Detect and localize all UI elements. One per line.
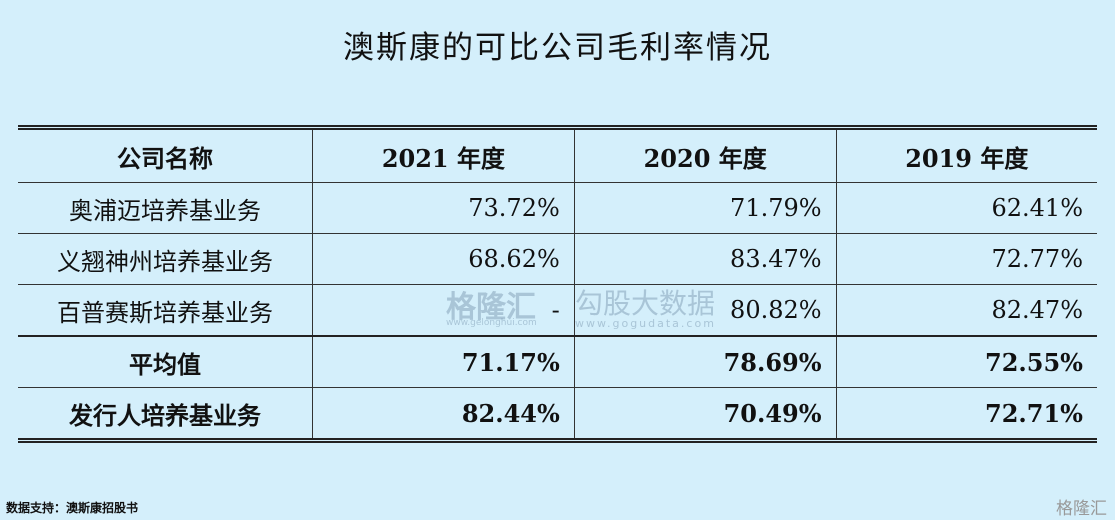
header-cell: 2019 年度 — [835, 127, 1097, 183]
watermark-brand: 格隆汇 — [446, 290, 536, 325]
cell: 72.77% — [835, 233, 1097, 285]
cell: 72.71% — [835, 387, 1097, 441]
cell: 71.17% — [312, 335, 575, 388]
watermark-data-url: www.gogudata.com — [575, 317, 716, 330]
watermark-url: www.gelonghui.com — [446, 318, 537, 328]
cell: - — [312, 284, 575, 337]
cell: 82.47% — [835, 284, 1097, 337]
cell: 70.49% — [573, 387, 837, 441]
header-cell: 2020 年度 — [573, 127, 837, 183]
header-row: 公司名称 2021 年度 2020 年度 2019 年度 — [18, 127, 1097, 183]
cell: 62.41% — [835, 182, 1097, 234]
header-cell: 公司名称 — [18, 127, 313, 183]
row-label: 发行人培养基业务 — [18, 387, 313, 441]
cell: 82.44% — [312, 387, 575, 441]
table-row: 奥浦迈培养基业务 73.72% 71.79% 62.41% — [18, 182, 1097, 234]
row-label: 奥浦迈培养基业务 — [18, 182, 313, 234]
table-row: 义翘神州培养基业务 68.62% 83.47% 72.77% — [18, 233, 1097, 285]
table-row: 百普赛斯培养基业务 -80.82% 82.47% — [18, 284, 1097, 337]
source-note: 数据支持：澳斯康招股书 — [6, 501, 139, 515]
cell: 71.79% — [573, 182, 837, 234]
logo: 格隆汇 — [1056, 499, 1107, 519]
comparison-table: 公司名称 2021 年度 2020 年度 2019 年度 奥浦迈培养基业务 73.72%… — [18, 125, 1097, 443]
cell: 73.72% — [312, 182, 575, 234]
cell: 72.55% — [835, 335, 1097, 388]
row-label: 义翘神州培养基业务 — [18, 233, 313, 285]
header-cell: 2021 年度 — [312, 127, 575, 183]
cell: 78.69% — [573, 335, 837, 388]
table-body: 奥浦迈培养基业务 73.72% 71.79% 62.41% 义翘神州培养基业务 68.62… — [18, 182, 1097, 441]
cell: 83.47% — [573, 233, 837, 285]
row-label: 平均值 — [18, 335, 313, 388]
title: 澳斯康的可比公司毛利率情况 — [343, 30, 772, 66]
table-row: 平均值 71.17% 78.69% 72.55% — [18, 335, 1097, 388]
table-row: 发行人培养基业务 82.44% 70.49% 72.71% — [18, 387, 1097, 441]
cell: 68.62% — [312, 233, 575, 285]
row-label: 百普赛斯培养基业务 — [18, 284, 313, 337]
watermark-data-brand: 勾股大数据 — [575, 287, 716, 320]
